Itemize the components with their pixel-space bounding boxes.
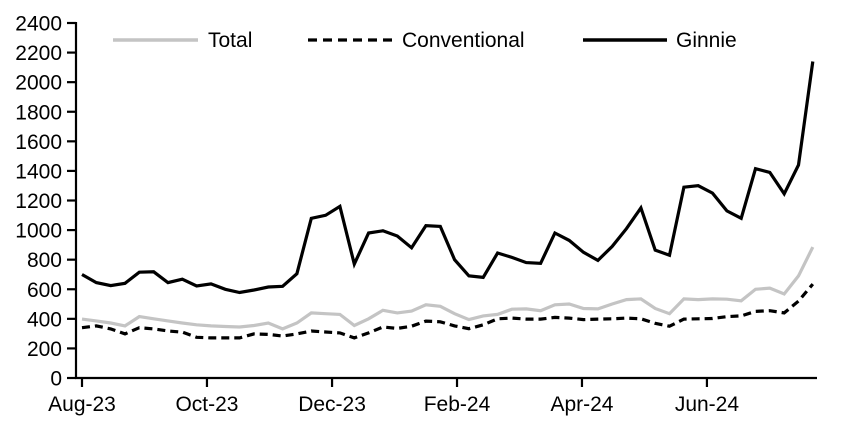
legend: Total Conventional Ginnie xyxy=(113,29,737,52)
y-tick-label: 1000 xyxy=(15,220,62,243)
x-tick-label: Oct-23 xyxy=(175,393,238,416)
y-tick-label: 1200 xyxy=(15,190,62,213)
y-tick-label: 1800 xyxy=(15,101,62,124)
total-line xyxy=(81,246,815,331)
y-tick-label: 1600 xyxy=(15,131,62,154)
y-tick-label: 2200 xyxy=(15,42,62,65)
x-tick-label: Apr-24 xyxy=(550,393,613,416)
x-tick-label: Aug-23 xyxy=(48,393,116,416)
x-tick-label: Dec-23 xyxy=(298,393,366,416)
y-tick-label: 0 xyxy=(50,368,62,391)
y-axis-tick-labels: 0 200 400 600 800 1000 1200 1400 1600 1800 2000 220… xyxy=(15,13,62,391)
y-tick-label: 800 xyxy=(27,249,62,272)
y-tick-label: 2000 xyxy=(15,72,62,95)
y-tick-label: 1400 xyxy=(15,160,62,183)
y-tick-label: 400 xyxy=(27,308,62,331)
legend-label-total: Total xyxy=(208,29,252,52)
legend-label-ginnie: Ginnie xyxy=(676,29,737,52)
data-series-lines xyxy=(81,61,815,340)
y-tick-label: 600 xyxy=(27,279,62,302)
y-tick-label: 2400 xyxy=(15,13,62,36)
x-tick-label: Jun-24 xyxy=(675,393,740,416)
y-tick-label: 200 xyxy=(27,338,62,361)
x-axis-ticks xyxy=(80,378,709,387)
x-tick-label: Feb-24 xyxy=(424,393,491,416)
x-axis-tick-labels: Aug-23 Oct-23 Dec-23 Feb-24 Apr-24 Jun-24 xyxy=(48,393,739,416)
y-axis-ticks xyxy=(67,21,76,380)
legend-label-conventional: Conventional xyxy=(402,29,525,52)
ginnie-line xyxy=(81,61,815,295)
